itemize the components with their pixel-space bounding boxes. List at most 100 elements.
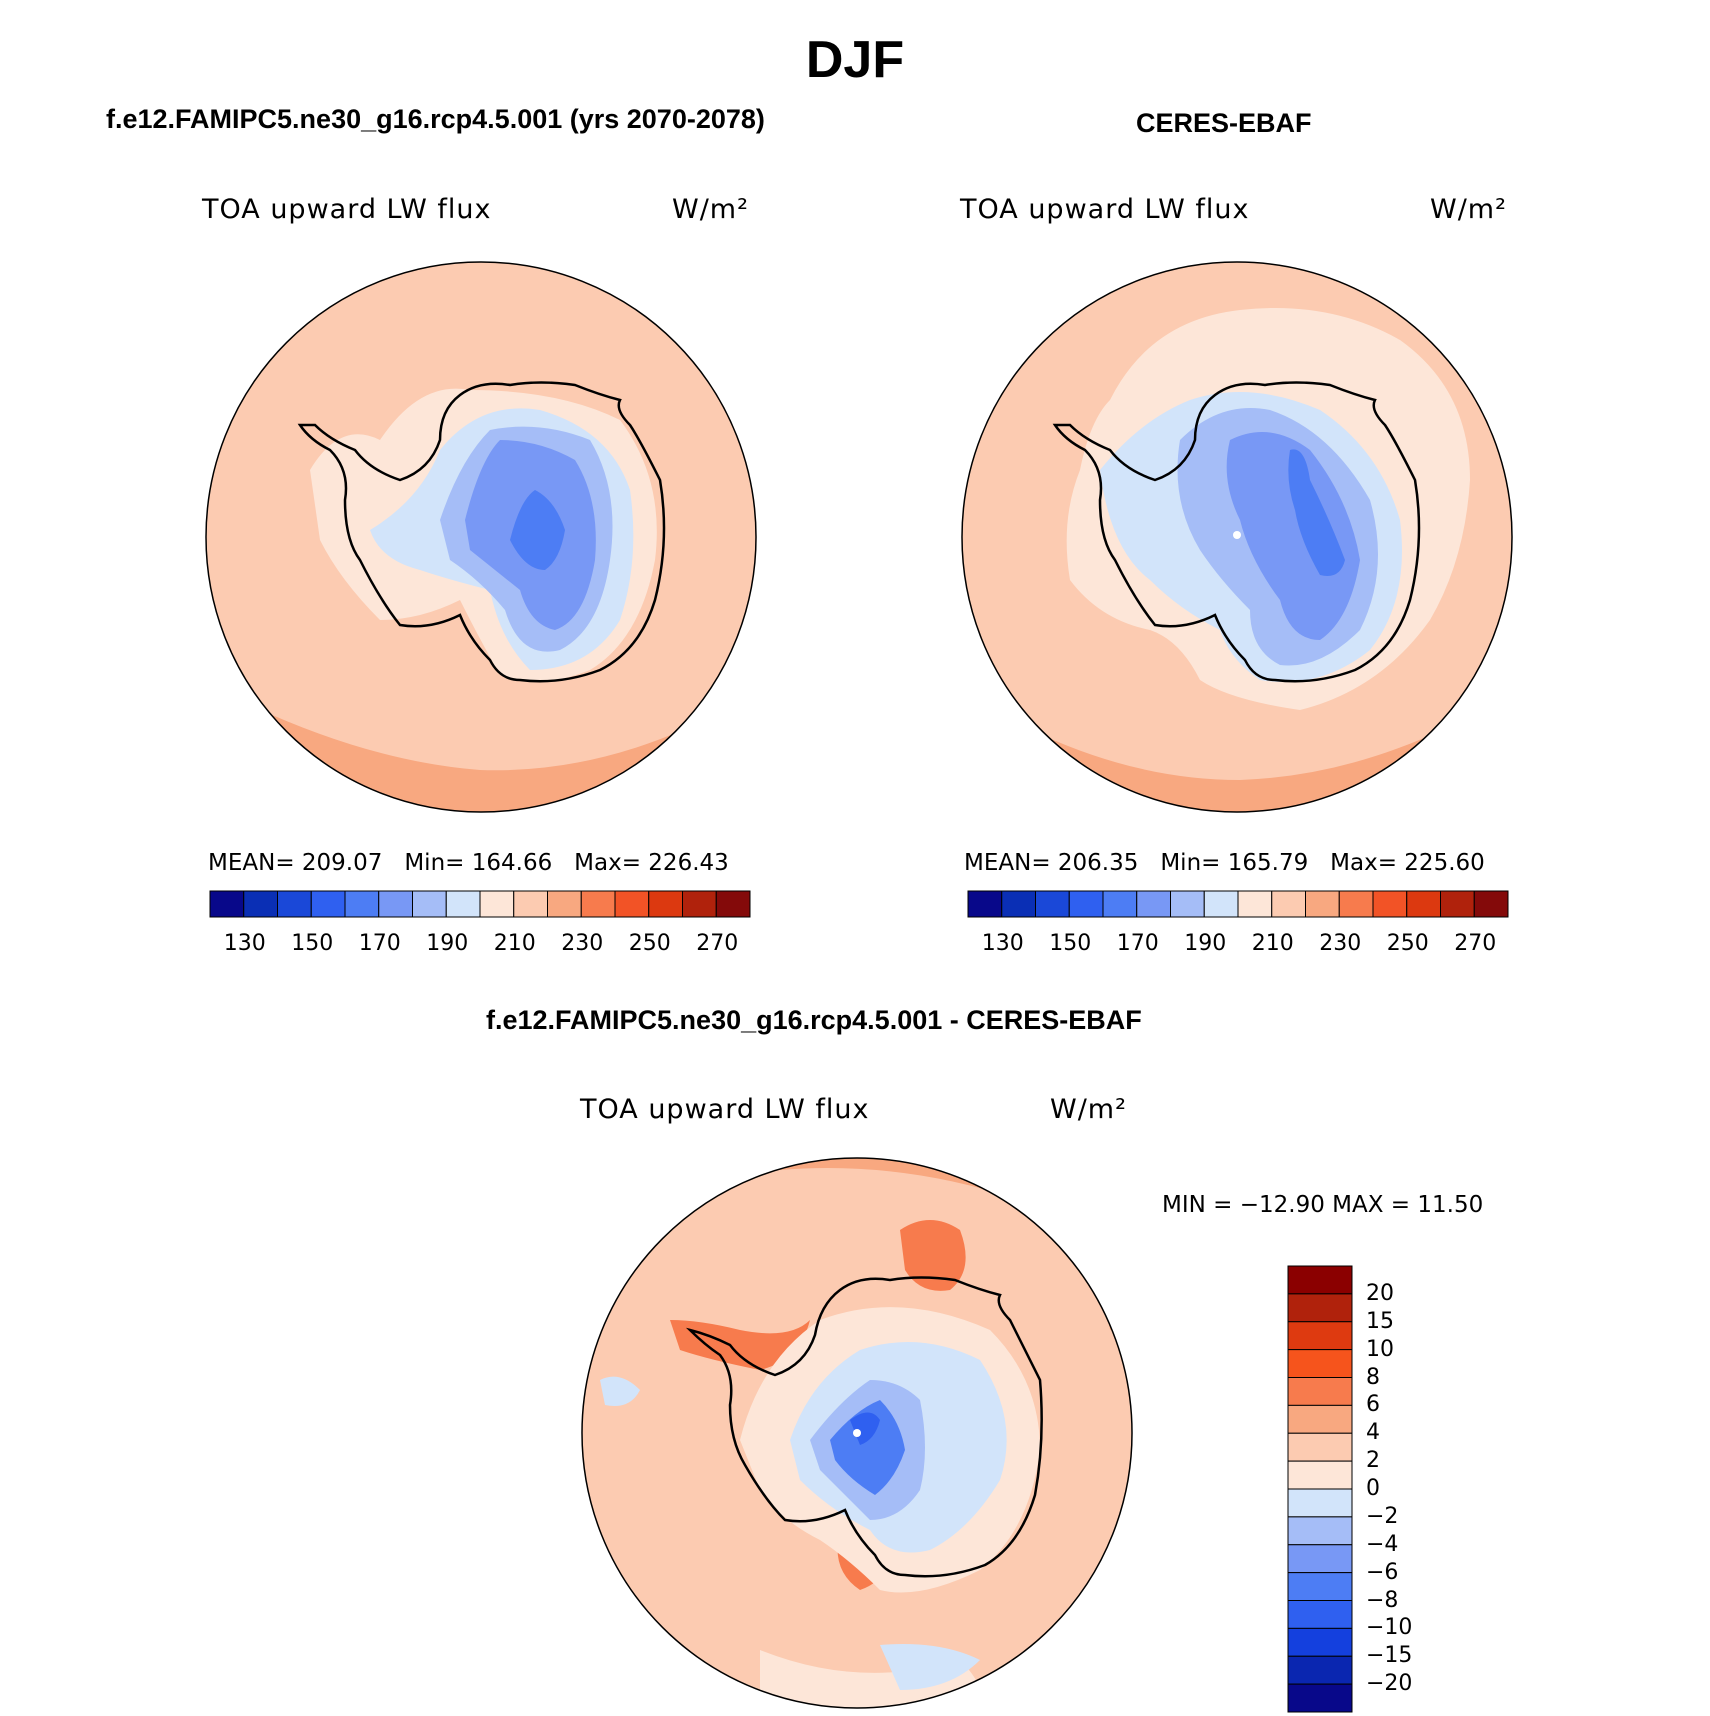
- diff-colorbar-tick-label: 20: [1366, 1280, 1394, 1306]
- diff-colorbar-swatch: [1287, 1404, 1353, 1434]
- diff-colorbar-tick-label: −6: [1366, 1559, 1399, 1585]
- left-stats: MEAN= 209.07 Min= 164.66 Max= 226.43: [208, 850, 729, 876]
- right-case-title: CERES-EBAF: [1136, 108, 1312, 138]
- right-colorbar-swatch: [1237, 890, 1273, 918]
- left-variable-label: TOA upward LW flux: [202, 194, 492, 225]
- diff-colorbar-tick-label: −20: [1366, 1671, 1413, 1697]
- right-colorbar-swatch: [1338, 890, 1374, 918]
- left-colorbar-tick-label: 230: [561, 931, 604, 956]
- diff-colorbar-swatch: [1287, 1460, 1353, 1490]
- left-case-title: f.e12.FAMIPC5.ne30_g16.rcp4.5.001 (yrs 2…: [106, 104, 765, 134]
- right-colorbar-swatch: [1001, 890, 1036, 918]
- diff-colorbar-swatch: [1287, 1265, 1353, 1295]
- diff-colorbar-swatch: [1287, 1321, 1353, 1351]
- right-colorbar-tick-label: 190: [1184, 931, 1227, 956]
- diff-colorbar-swatch: [1287, 1432, 1353, 1462]
- diff-colorbar-tick-label: 0: [1366, 1476, 1380, 1501]
- right-colorbar-tick-label: 250: [1386, 931, 1429, 956]
- diff-colorbar-tick-label: −15: [1366, 1643, 1413, 1669]
- diff-colorbar-swatch: [1287, 1655, 1353, 1685]
- diff-colorbar-swatch: [1287, 1377, 1353, 1406]
- diff-colorbar-tick-label: −8: [1366, 1587, 1399, 1613]
- left-units-label: W/m²: [672, 194, 749, 225]
- left-mean-value: 209.07: [301, 850, 383, 876]
- right-map-fill: [962, 262, 1512, 812]
- diff-colorbar-swatch: [1287, 1627, 1353, 1657]
- diff-colorbar-swatch: [1287, 1293, 1353, 1323]
- left-colorbar-swatch: [243, 890, 278, 918]
- diff-colorbar-swatch: [1287, 1488, 1353, 1518]
- diff-units-label: W/m²: [1050, 1094, 1127, 1125]
- left-colorbar-tick-label: 270: [696, 931, 739, 956]
- left-colorbar-tick-label: 150: [291, 931, 334, 956]
- left-colorbar-swatch: [378, 890, 413, 918]
- main-title: DJF: [805, 31, 905, 89]
- right-colorbar-swatch: [1170, 890, 1205, 918]
- diff-colorbar-swatch: [1287, 1516, 1353, 1546]
- diff-map-fill: [582, 1158, 1132, 1708]
- left-colorbar: [209, 890, 751, 918]
- diff-colorbar: [1287, 1265, 1353, 1713]
- diff-colorbar-swatch: [1287, 1572, 1353, 1601]
- diff-minmax: MIN = −12.90 MAX = 11.50: [1162, 1192, 1484, 1218]
- diff-antarctica-coastline: [685, 1276, 1043, 1578]
- diff-colorbar-tick-label: 2: [1366, 1448, 1380, 1474]
- diff-colorbar-tick-label: 4: [1366, 1420, 1380, 1446]
- diff-colorbar-tick-label: −2: [1366, 1503, 1399, 1529]
- diff-colorbar-tick-label: −4: [1366, 1531, 1399, 1557]
- right-colorbar-swatch: [1271, 890, 1306, 918]
- right-min-value: 165.79: [1227, 850, 1309, 876]
- right-colorbar-swatch: [1440, 890, 1475, 918]
- left-colorbar-swatch: [445, 890, 481, 918]
- right-colorbar-tick-label: 130: [981, 931, 1024, 956]
- left-colorbar-swatch: [580, 890, 616, 918]
- right-max-value: 225.60: [1404, 850, 1485, 876]
- right-units-label: W/m²: [1430, 194, 1507, 225]
- right-colorbar-tick-label: 230: [1319, 931, 1362, 956]
- diff-case-title: f.e12.FAMIPC5.ne30_g16.rcp4.5.001 - CERE…: [486, 1005, 1142, 1035]
- left-colorbar-swatch: [310, 890, 346, 918]
- right-stats: MEAN= 206.35 Min= 165.79 Max= 225.60: [964, 850, 1485, 876]
- left-colorbar-tick-label: 210: [493, 931, 536, 956]
- right-colorbar: [967, 890, 1509, 918]
- diff-colorbar-swatch: [1287, 1683, 1353, 1713]
- diff-colorbar-swatch: [1287, 1600, 1353, 1629]
- right-colorbar-tick-label: 270: [1454, 931, 1497, 956]
- diff-colorbar-tick-label: 15: [1366, 1308, 1394, 1334]
- left-colorbar-tick-label: 170: [358, 931, 401, 956]
- left-colorbar-tick-label: 130: [223, 931, 266, 956]
- left-colorbar-swatch: [209, 890, 245, 918]
- right-colorbar-swatch: [1035, 890, 1070, 918]
- left-colorbar-swatch: [277, 890, 312, 918]
- left-max-value: 226.43: [648, 850, 729, 876]
- right-colorbar-tick-label: 210: [1251, 931, 1294, 956]
- right-colorbar-tick-label: 170: [1116, 931, 1159, 956]
- left-colorbar-swatch: [344, 890, 380, 918]
- right-colorbar-swatch: [1203, 890, 1239, 918]
- right-colorbar-swatch: [1102, 890, 1138, 918]
- right-colorbar-swatch: [1406, 890, 1441, 918]
- left-min-value: 164.66: [471, 850, 553, 876]
- diff-colorbar-swatch: [1287, 1349, 1353, 1378]
- left-colorbar-tick-label: 190: [426, 931, 469, 956]
- left-colorbar-swatch: [682, 890, 717, 918]
- left-map-fill: [206, 262, 756, 812]
- right-colorbar-swatch: [1305, 890, 1340, 918]
- right-colorbar-swatch: [1473, 890, 1509, 918]
- right-colorbar-swatch: [1372, 890, 1408, 918]
- right-antarctica-coastline: [1052, 381, 1421, 683]
- left-colorbar-swatch: [547, 890, 582, 918]
- diff-variable-label: TOA upward LW flux: [580, 1094, 870, 1125]
- left-colorbar-swatch: [614, 890, 650, 918]
- right-colorbar-tick-label: 150: [1049, 931, 1092, 956]
- diff-colorbar-tick-label: 8: [1366, 1364, 1380, 1390]
- left-colorbar-swatch: [715, 890, 751, 918]
- right-mean-value: 206.35: [1057, 850, 1139, 876]
- left-antarctica-coastline: [297, 381, 666, 683]
- right-variable-label: TOA upward LW flux: [960, 194, 1250, 225]
- right-colorbar-swatch: [1068, 890, 1104, 918]
- left-colorbar-swatch: [648, 890, 683, 918]
- left-colorbar-swatch: [412, 890, 447, 918]
- diff-colorbar-tick-label: 10: [1366, 1336, 1394, 1362]
- right-colorbar-swatch: [967, 890, 1003, 918]
